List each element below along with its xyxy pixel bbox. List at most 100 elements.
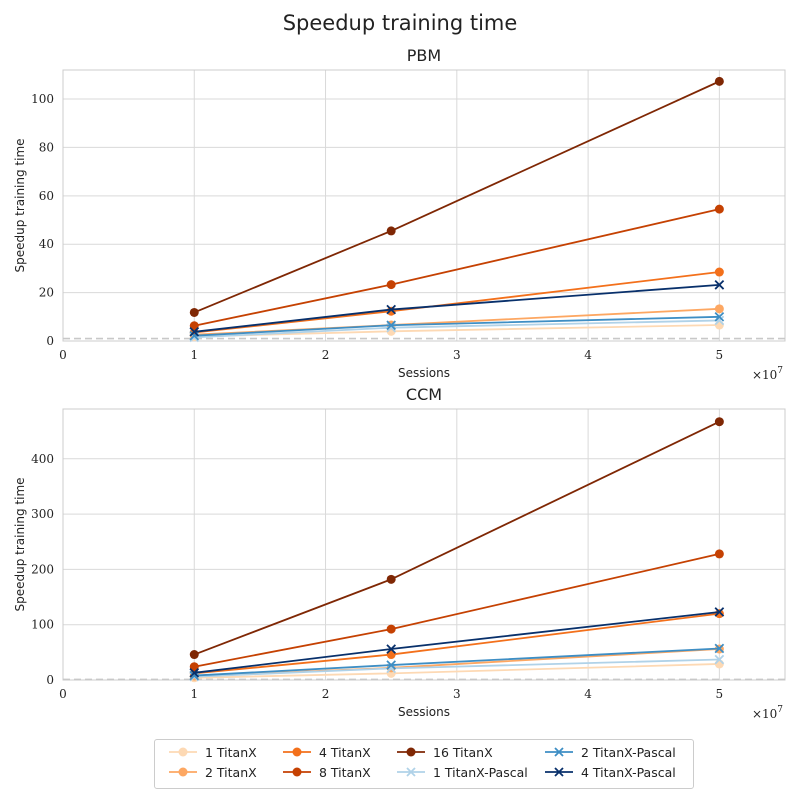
ccm-y-tick-label: 400 <box>31 452 54 466</box>
pbm-series-4-titanx-pascal <box>189 280 725 337</box>
pbm-data-point <box>714 267 724 277</box>
ccm-x-axis-label: Sessions <box>398 705 450 719</box>
legend-item-2-titanx: 2 TitanX <box>169 763 257 781</box>
pbm-x-tick-label: 2 <box>322 348 330 362</box>
legend-label: 2 TitanX-Pascal <box>581 744 676 760</box>
ccm-x-tick-label: 4 <box>584 687 592 701</box>
subplot-pbm: 0 1 2 3 4 5 0 20 40 60 80 100 ×107 PBM Sessions Speedup… <box>13 46 786 382</box>
pbm-data-point <box>714 204 724 214</box>
pbm-data-point <box>189 326 200 337</box>
pbm-y-tick-label: 40 <box>39 237 54 251</box>
ccm-data-point <box>714 417 724 427</box>
legend-item-4-titanx: 4 TitanX <box>283 743 371 761</box>
pbm-x-axis-label: Sessions <box>398 366 450 380</box>
legend-swatch <box>169 767 197 777</box>
ccm-data-point <box>714 643 725 654</box>
ccm-axes-frame <box>62 408 786 681</box>
pbm-data-point <box>386 304 397 315</box>
pbm-data-point <box>189 307 199 317</box>
pbm-data-point <box>714 76 724 86</box>
legend-swatch <box>169 747 197 757</box>
ccm-data-point <box>386 574 396 584</box>
ccm-data-point <box>714 549 724 559</box>
figure-title: Speedup training time <box>283 11 518 35</box>
legend: 1 TitanX 2 TitanX 4 TitanX 8 TitanX 16 Titan… <box>154 739 694 789</box>
legend-label: 16 TitanX <box>433 744 493 760</box>
legend-swatch <box>283 767 311 777</box>
ccm-data-point <box>189 667 200 678</box>
pbm-data-point <box>386 306 396 316</box>
legend-label: 1 TitanX-Pascal <box>433 764 528 780</box>
pbm-series-16-titanx <box>189 76 724 317</box>
pbm-y-tick-label: 60 <box>39 189 54 203</box>
pbm-y-tick-label: 20 <box>39 286 54 300</box>
pbm-x-exponent-label: ×107 <box>752 366 783 382</box>
pbm-data-point <box>714 320 724 330</box>
pbm-data-point <box>386 320 397 331</box>
pbm-x-tick-label: 3 <box>453 348 461 362</box>
pbm-y-tick-label: 0 <box>46 334 54 348</box>
ccm-y-tick-label: 300 <box>31 507 54 521</box>
legend-label: 2 TitanX <box>205 764 257 780</box>
ccm-series-16-titanx <box>189 417 724 660</box>
ccm-x-exponent-label: ×107 <box>752 705 783 721</box>
ccm-series-4-titanx-pascal <box>189 607 725 678</box>
ccm-x-tick-label: 2 <box>322 687 330 701</box>
legend-item-16-titanx: 16 TitanX <box>397 743 493 761</box>
ccm-y-tick-label: 200 <box>31 562 54 576</box>
ccm-data-point <box>714 654 725 665</box>
pbm-series-8-titanx <box>189 204 724 331</box>
legend-swatch <box>283 747 311 757</box>
pbm-data-point <box>386 280 396 290</box>
legend-swatch <box>397 747 425 757</box>
ccm-data-point <box>386 624 396 634</box>
ccm-data-point <box>386 660 397 670</box>
pbm-axes-frame <box>62 69 786 342</box>
ccm-x-tick-label: 1 <box>190 687 198 701</box>
pbm-y-tick-label: 80 <box>39 140 54 154</box>
pbm-title: PBM <box>407 46 441 65</box>
pbm-data-point <box>189 321 199 331</box>
pbm-data-point <box>189 330 200 341</box>
legend-item-2-titanx-pascal: 2 TitanX-Pascal <box>545 743 676 761</box>
legend-item-8-titanx: 8 TitanX <box>283 763 371 781</box>
pbm-data-point <box>714 280 725 290</box>
pbm-y-axis-label: Speedup training time <box>13 138 27 272</box>
legend-swatch <box>545 747 573 757</box>
ccm-x-tick-label: 5 <box>716 687 724 701</box>
legend-swatch <box>545 767 573 777</box>
ccm-series-2-titanx-pascal <box>189 643 725 681</box>
pbm-data-point <box>386 226 396 236</box>
pbm-series-2-titanx-pascal <box>189 311 725 341</box>
legend-label: 4 TitanX <box>319 744 371 760</box>
pbm-y-tick-label: 100 <box>31 92 54 106</box>
ccm-data-point <box>189 662 199 672</box>
legend-item-1-titanx: 1 TitanX <box>169 743 257 761</box>
pbm-x-tick-label: 1 <box>190 348 198 362</box>
legend-label: 1 TitanX <box>205 744 257 760</box>
ccm-data-point <box>714 659 724 669</box>
pbm-x-tick-label: 4 <box>584 348 592 362</box>
pbm-data-point <box>714 311 725 322</box>
ccm-data-point <box>386 644 397 654</box>
ccm-data-point <box>714 609 724 619</box>
legend-label: 8 TitanX <box>319 764 371 780</box>
pbm-data-point <box>714 304 724 314</box>
subplot-ccm: 0 1 2 3 4 5 0 100 200 300 400 ×107 CCM Sessions Speedu… <box>13 385 786 721</box>
pbm-x-tick-label: 5 <box>716 348 724 362</box>
legend-swatch <box>397 767 425 777</box>
ccm-x-tick-label: 0 <box>59 687 67 701</box>
ccm-title: CCM <box>406 385 442 404</box>
legend-item-1-titanx-pascal: 1 TitanX-Pascal <box>397 763 528 781</box>
legend-item-4-titanx-pascal: 4 TitanX-Pascal <box>545 763 676 781</box>
ccm-x-tick-label: 3 <box>453 687 461 701</box>
ccm-series-8-titanx <box>189 549 724 672</box>
ccm-data-point <box>714 607 725 617</box>
ccm-data-point <box>189 650 199 660</box>
ccm-y-tick-label: 100 <box>31 618 54 632</box>
ccm-y-tick-label: 0 <box>46 673 54 687</box>
pbm-x-tick-label: 0 <box>59 348 67 362</box>
legend-label: 4 TitanX-Pascal <box>581 764 676 780</box>
ccm-y-axis-label: Speedup training time <box>13 477 27 611</box>
